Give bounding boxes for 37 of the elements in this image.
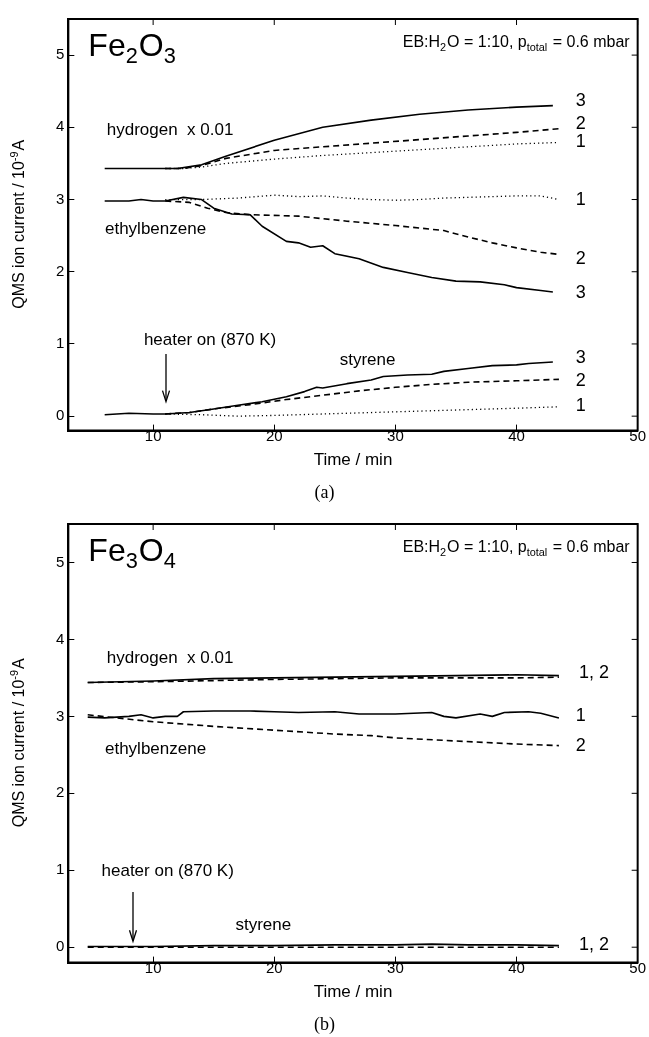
y-tick-label: 5 (56, 45, 65, 63)
y-tick-label: 1 (56, 860, 65, 878)
annotation: styrene (235, 914, 292, 934)
y-tick-label: 3 (56, 706, 65, 724)
annotation: 3 (575, 347, 586, 368)
annotation: 2 (575, 734, 586, 755)
annotation: 1 (575, 395, 586, 416)
annotation: 3 (575, 281, 586, 302)
y-tick-label: 2 (56, 783, 65, 801)
annotation: hydrogen x 0.01 (106, 648, 234, 668)
annotation: 3 (575, 90, 586, 111)
annotation: heater on (870 K) (101, 861, 234, 881)
annotation: 1, 2 (579, 662, 610, 683)
annotation: 1 (575, 705, 586, 726)
annotation: 1 (575, 131, 586, 152)
annotation: 2 (575, 247, 586, 268)
annotation: 2 (575, 112, 586, 133)
y-tick-label: 0 (56, 406, 65, 424)
y-tick-label: 1 (56, 334, 65, 352)
annotation: heater on (870 K) (143, 330, 277, 350)
annotation: ethylbenzene (104, 218, 207, 238)
annotation: hydrogen x 0.01 (106, 119, 234, 139)
x-axis-title: Time / min (313, 450, 393, 470)
annotation: styrene (339, 350, 396, 370)
annotation: 2 (575, 369, 586, 390)
text: (b) (314, 1013, 336, 1035)
y-tick-label: 5 (56, 552, 65, 570)
y-tick-label: 4 (56, 629, 65, 647)
annotation: 1, 2 (579, 933, 610, 954)
y-tick-label: 2 (56, 261, 65, 279)
y-tick-label: 0 (56, 937, 65, 955)
annotation: ethylbenzene (104, 739, 207, 759)
y-tick-label: 3 (56, 189, 65, 207)
y-tick-label: 4 (56, 117, 65, 135)
x-axis-title: Time / min (313, 982, 393, 1002)
annotation: 1 (575, 189, 586, 210)
text: (a) (314, 481, 335, 503)
